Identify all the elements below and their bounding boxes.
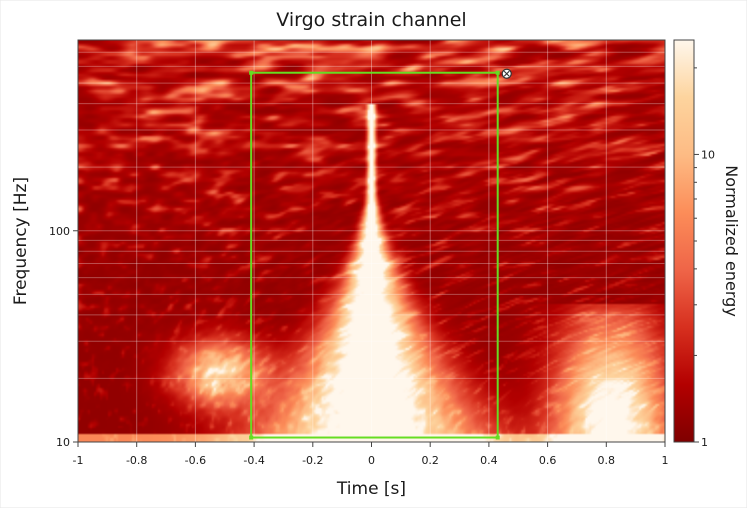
y-axis-label: Frequency [Hz] xyxy=(11,177,31,305)
selection-handle[interactable] xyxy=(249,435,254,440)
colorbar-ticks: 1 10 xyxy=(694,67,715,449)
selection-handle[interactable] xyxy=(249,70,254,75)
x-axis-ticks: -1 -0.8 -0.6 -0.4 -0.2 0 0.2 0.4 0.6 0.8 1 xyxy=(73,442,669,467)
y-axis-ticks: 10 100 xyxy=(49,225,78,449)
x-tick-label: 0.8 xyxy=(598,454,616,467)
selection-handle[interactable] xyxy=(495,435,500,440)
y-tick-label: 10 xyxy=(56,436,70,449)
x-tick-label: 0.2 xyxy=(421,454,439,467)
grid-lines xyxy=(78,40,665,442)
heatmap-image xyxy=(78,40,665,442)
colorbar: 1 10 Normalized energy xyxy=(673,39,741,449)
plot-area: -1 -0.8 -0.6 -0.4 -0.2 0 0.2 0.4 0.6 0.8 1 10 100 xyxy=(49,39,669,467)
colorbar-tick-label: 1 xyxy=(701,436,708,449)
selection-box-group xyxy=(249,68,512,440)
x-tick-label: -0.6 xyxy=(185,454,206,467)
colorbar-label: Normalized energy xyxy=(722,165,741,317)
x-tick-label: -0.8 xyxy=(126,454,147,467)
selection-handle[interactable] xyxy=(495,70,500,75)
y-tick-label: 100 xyxy=(49,225,70,238)
x-tick-label: -0.4 xyxy=(243,454,264,467)
colorbar-tick-label: 10 xyxy=(701,148,715,161)
x-tick-label: 1 xyxy=(662,454,669,467)
colorbar-gradient xyxy=(673,39,695,443)
x-tick-label: -0.2 xyxy=(302,454,323,467)
x-tick-label: -1 xyxy=(73,454,84,467)
x-axis-label: Time [s] xyxy=(336,479,406,499)
x-tick-label: 0 xyxy=(368,454,375,467)
x-tick-label: 0.6 xyxy=(539,454,557,467)
chart-title: Virgo strain channel xyxy=(276,9,466,31)
x-tick-label: 0.4 xyxy=(480,454,498,467)
selection-box[interactable] xyxy=(250,71,499,439)
close-selection-glyph xyxy=(503,70,510,77)
